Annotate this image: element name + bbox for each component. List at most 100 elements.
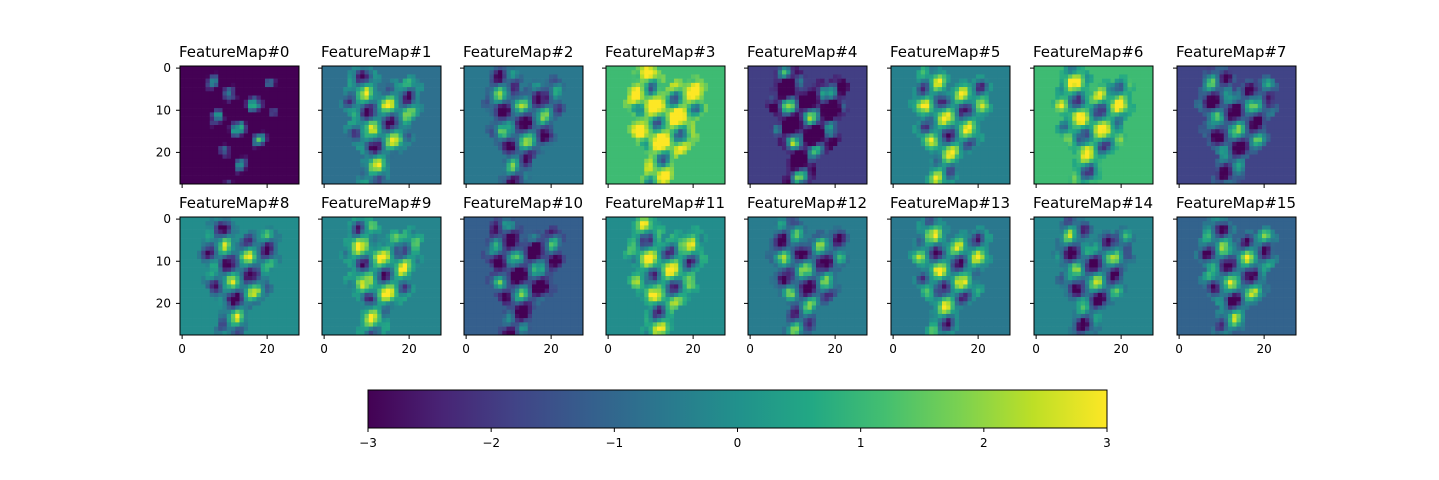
heatmap-cell <box>502 167 507 172</box>
heatmap-cell <box>540 120 546 126</box>
heatmap-cell <box>971 87 977 92</box>
heatmap-cell <box>252 141 257 147</box>
heatmap-cell <box>799 154 804 160</box>
panel-frame <box>463 65 584 185</box>
heatmap-cell <box>976 99 981 105</box>
heatmap-cell <box>248 99 253 105</box>
heatmap-cell <box>1123 91 1128 96</box>
heatmap-cell <box>765 70 770 75</box>
heatmap-cell <box>373 150 378 155</box>
heatmap-cell <box>850 171 855 176</box>
heatmap-cell <box>903 171 909 176</box>
heatmap-cell <box>708 95 713 101</box>
heatmap-cell <box>549 179 554 185</box>
heatmap-cell <box>942 95 947 101</box>
heatmap-cell <box>699 171 705 176</box>
heatmap-cell <box>623 66 628 71</box>
heatmap-cell <box>748 82 753 88</box>
heatmap-cell <box>506 179 512 185</box>
heatmap-cell <box>686 70 692 75</box>
heatmap-cell <box>506 66 512 71</box>
heatmap-cell <box>489 99 495 105</box>
heatmap-cell <box>540 137 546 143</box>
heatmap-cell <box>544 154 550 160</box>
heatmap-cell <box>385 91 391 96</box>
heatmap-cell <box>988 150 994 155</box>
heatmap-cell <box>786 66 791 71</box>
heatmap-cell <box>773 103 779 109</box>
heatmap-cell <box>786 167 791 172</box>
heatmap-cell <box>929 99 934 105</box>
heatmap-cell <box>334 133 340 138</box>
heatmap-cell <box>222 141 228 147</box>
heatmap-cell <box>519 150 524 155</box>
heatmap-cell <box>623 74 628 79</box>
heatmap-cell <box>498 171 503 176</box>
heatmap-cell <box>837 179 842 185</box>
heatmap-cell <box>640 108 645 113</box>
heatmap-cell <box>398 179 404 185</box>
heatmap-cell <box>398 108 404 113</box>
heatmap-cell <box>252 82 257 88</box>
heatmap-cell <box>614 108 620 113</box>
heatmap-cell <box>1005 103 1011 109</box>
heatmap-cell <box>712 129 717 134</box>
heatmap-cell <box>1089 82 1094 88</box>
heatmap-cell <box>294 99 300 105</box>
heatmap-cell <box>777 179 783 185</box>
heatmap-cell <box>260 167 266 172</box>
heatmap-cell <box>398 78 404 84</box>
heatmap-cell <box>343 70 348 75</box>
heatmap-cell <box>891 66 896 71</box>
heatmap-cell <box>1034 66 1039 71</box>
heatmap-cell <box>661 125 666 130</box>
heatmap-cell <box>850 141 855 147</box>
heatmap-cell <box>631 150 637 155</box>
heatmap-cell <box>963 82 968 88</box>
heatmap-cell <box>364 179 370 185</box>
heatmap-cell <box>432 99 438 105</box>
heatmap-cell <box>557 103 563 109</box>
heatmap-cell <box>777 154 783 160</box>
heatmap-cell <box>481 91 486 96</box>
heatmap-cell <box>364 91 370 96</box>
heatmap-cell <box>669 120 675 126</box>
heatmap-cell <box>1127 95 1133 101</box>
heatmap-cell <box>411 70 416 75</box>
heatmap-cell <box>686 91 692 96</box>
feature-map-panel-3: FeatureMap#3 <box>602 43 726 188</box>
heatmap-cell <box>252 150 257 155</box>
heatmap-cell <box>322 129 327 134</box>
heatmap-cell <box>1106 74 1111 79</box>
heatmap-cell <box>786 179 791 185</box>
heatmap-cell <box>248 171 253 176</box>
heatmap-cell <box>286 103 291 109</box>
heatmap-cell <box>578 137 584 143</box>
heatmap-cell <box>351 129 357 134</box>
heatmap-cell <box>769 167 774 172</box>
heatmap-cell <box>954 108 960 113</box>
heatmap-cell <box>1136 66 1141 71</box>
heatmap-cell <box>184 87 189 92</box>
heatmap-cell <box>837 91 842 96</box>
heatmap-cell <box>769 87 774 92</box>
heatmap-cell <box>192 78 198 84</box>
heatmap-cell <box>248 150 253 155</box>
heatmap-cell <box>527 154 533 160</box>
heatmap-cell <box>862 137 868 143</box>
heatmap-cell <box>854 129 859 134</box>
heatmap-cell <box>192 150 198 155</box>
heatmap-cell <box>708 171 713 176</box>
heatmap-cell <box>235 141 240 147</box>
heatmap-cell <box>390 162 395 168</box>
heatmap-cell <box>899 167 905 172</box>
heatmap-cell <box>908 154 913 160</box>
heatmap-cell <box>695 167 700 172</box>
heatmap-cell <box>606 137 611 143</box>
heatmap-cell <box>984 70 990 75</box>
heatmap-cell <box>942 175 947 181</box>
heatmap-cell <box>908 108 913 113</box>
heatmap-cell <box>1001 150 1007 155</box>
heatmap-cell <box>411 158 416 164</box>
heatmap-cell <box>674 150 679 155</box>
